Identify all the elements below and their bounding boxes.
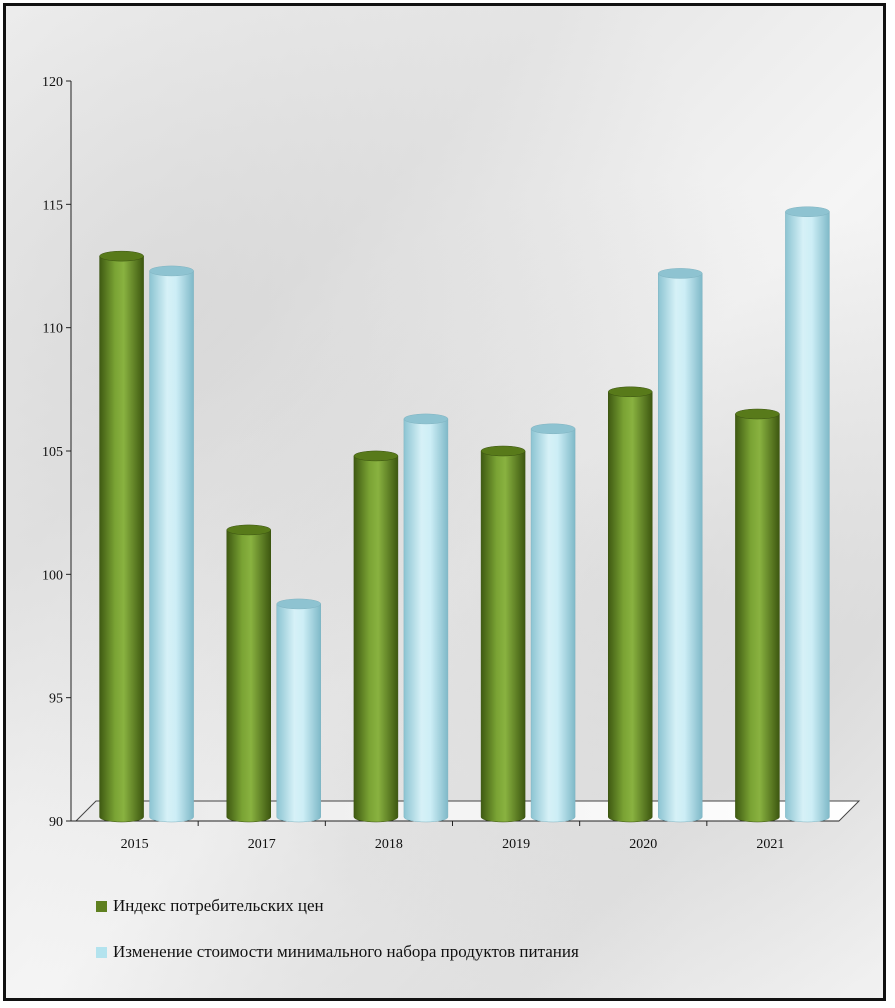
bar-cpi (480, 445, 526, 823)
legend-swatch-food-basket (96, 946, 107, 958)
y-tick-label: 95 (49, 692, 63, 707)
bar-cap (226, 524, 271, 536)
bar-cap (608, 386, 653, 398)
legend-label-cpi: Индекс потребительских цен (113, 896, 324, 915)
legend: Индекс потребительских цен Изменение сто… (96, 896, 579, 988)
y-tick-label: 110 (43, 322, 63, 337)
bar-cap (403, 413, 449, 425)
bar-cap (735, 408, 780, 420)
x-tick-label: 2021 (756, 837, 784, 852)
bar-body (226, 529, 271, 823)
bar-body (403, 418, 449, 823)
legend-item-food-basket: Изменение стоимости минимального набора … (96, 942, 579, 962)
bar-cpi (226, 524, 271, 823)
x-tick-label: 2017 (248, 837, 276, 852)
y-tick-label: 90 (49, 815, 63, 830)
bar-cap (658, 268, 703, 279)
bar-body (658, 273, 703, 823)
bar-cap (530, 423, 576, 435)
chart-frame: 90 95 100 105 110 115 120 2015 2017 2018 2019 2020… (3, 3, 886, 1001)
bar-food-basket (785, 206, 830, 823)
bar-body (608, 391, 653, 823)
bar-cap (149, 265, 194, 277)
bar-body (99, 255, 144, 823)
bar-body (149, 270, 194, 823)
x-tick-label: 2019 (502, 837, 530, 852)
bar-cpi (99, 250, 144, 823)
legend-swatch-cpi (96, 900, 107, 912)
chart-canvas: 90 95 100 105 110 115 120 2015 2017 2018 2019 2020… (42, 75, 861, 852)
x-tick-label: 2020 (629, 837, 657, 852)
axis-layer: 90 95 100 105 110 115 120 (42, 75, 72, 830)
bar-body (353, 455, 399, 823)
bar-food-basket (530, 423, 576, 823)
bar-body (530, 428, 576, 823)
bar-cap (480, 445, 526, 457)
bar-cap (99, 250, 144, 262)
x-tick-label: 2018 (375, 837, 403, 852)
bar-cap (276, 598, 321, 610)
x-tick-label: 2015 (121, 837, 149, 852)
bar-body (480, 450, 526, 823)
y-tick-label: 105 (42, 445, 63, 460)
legend-label-food-basket: Изменение стоимости минимального набора … (113, 942, 579, 961)
y-tick-label: 100 (42, 568, 63, 583)
bars-layer (99, 206, 830, 823)
bar-body (276, 603, 321, 823)
bar-cap (785, 206, 830, 217)
bar-food-basket (149, 265, 194, 823)
legend-item-cpi: Индекс потребительских цен (96, 896, 579, 916)
bar-cap (353, 450, 399, 462)
x-tick-labels: 2015 2017 2018 2019 2020 2021 (121, 821, 784, 852)
bar-food-basket (658, 268, 703, 823)
bar-cpi (608, 386, 653, 823)
bar-food-basket (276, 598, 321, 823)
y-tick-label: 115 (43, 198, 63, 213)
bar-body (785, 211, 830, 823)
bar-food-basket (403, 413, 449, 823)
bar-body (735, 413, 780, 823)
bar-cpi (353, 450, 399, 823)
bar-cpi (735, 408, 780, 823)
y-tick-label: 120 (42, 75, 63, 90)
